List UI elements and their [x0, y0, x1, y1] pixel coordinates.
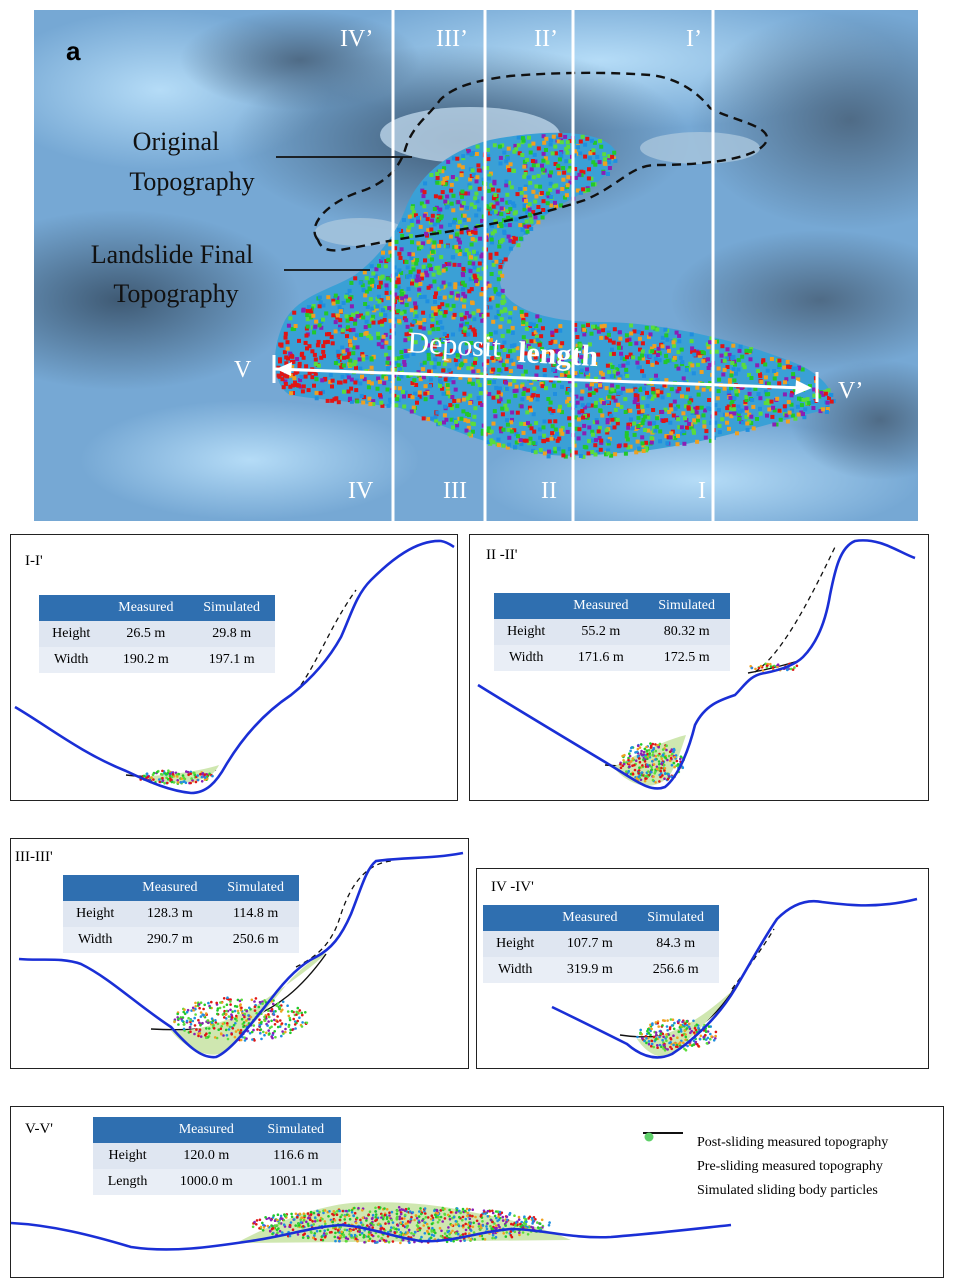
table-cell: 290.7 m	[127, 927, 213, 953]
table-cell: 171.6 m	[558, 645, 644, 671]
section-v-title: V-V'	[25, 1121, 53, 1137]
table-cell: 107.7 m	[547, 931, 633, 957]
section-v-profile	[11, 1202, 732, 1251]
table-row-label: Width	[63, 927, 128, 953]
section-iii-title: III-III'	[15, 849, 53, 865]
section-i-panel: I-I' Measured Simulated Height 26.5 m 29.8 …	[10, 534, 458, 801]
table-cell: 116.6 m	[250, 1143, 341, 1169]
section-i-profile	[14, 539, 455, 795]
table-header-blank	[494, 593, 559, 619]
section-bottom-label-iii: III	[443, 478, 467, 504]
table-header-blank	[39, 595, 104, 621]
section-bottom-label-ii: II	[541, 478, 557, 504]
table-row-label: Height	[39, 621, 104, 647]
table-header-simulated: Simulated	[632, 905, 719, 931]
legend: Post-sliding measured topography Pre-sli…	[643, 1131, 888, 1203]
table-row-label: Height	[494, 619, 559, 645]
table-cell: 1000.0 m	[162, 1169, 251, 1195]
table-row-label: Width	[483, 957, 548, 983]
table-cell: 1001.1 m	[250, 1169, 341, 1195]
section-top-label-iii: III’	[436, 26, 468, 52]
table-row-label: Height	[93, 1143, 163, 1169]
legend-item-pre: Pre-sliding measured topography	[643, 1132, 888, 1179]
table-header-blank	[63, 875, 128, 901]
v-left-label: V	[234, 357, 252, 383]
legend-label-particles: Simulated sliding body particles	[697, 1183, 878, 1198]
landslide-map: a IV’ III’ II’ I’ IV III II I V V’ Origi…	[34, 10, 918, 521]
legend-label-post: Post-sliding measured topography	[697, 1135, 889, 1150]
legend-item-particles: Simulated sliding body particles	[643, 1132, 888, 1203]
section-iii-table: Measured Simulated Height 128.3 m 114.8 m W…	[63, 875, 299, 953]
panel-label: a	[66, 36, 81, 66]
table-cell: 84.3 m	[632, 931, 719, 957]
table-row-label: Width	[39, 647, 104, 673]
section-iii-profile	[18, 851, 464, 1059]
table-cell: 128.3 m	[127, 901, 213, 927]
table-header-blank	[93, 1117, 163, 1143]
callout-original-line2: Topography	[129, 167, 254, 196]
table-header-blank	[483, 905, 548, 931]
section-iii-panel: III-III' Measured Simulated Height 128.3 m…	[10, 838, 469, 1069]
table-header-simulated: Simulated	[250, 1117, 341, 1143]
table-cell: 250.6 m	[212, 927, 299, 953]
table-cell: 190.2 m	[103, 647, 189, 673]
v-right-label: V’	[838, 378, 863, 404]
callout-final-line2: Topography	[113, 279, 238, 308]
table-cell: 55.2 m	[558, 619, 644, 645]
section-iv-title: IV -IV'	[491, 879, 534, 895]
section-ii-table: Measured Simulated Height 55.2 m 80.32 m Wi…	[494, 593, 730, 671]
table-header-measured: Measured	[547, 905, 633, 931]
section-i-title: I-I'	[25, 553, 43, 569]
section-ii-panel: II -II' Measured Simulated Height 55.2 m 80…	[469, 534, 929, 801]
legend-label-pre: Pre-sliding measured topography	[697, 1159, 883, 1174]
section-v-table: Measured Simulated Height 120.0 m 116.6 m L…	[93, 1117, 341, 1195]
section-iv-profile	[551, 897, 918, 1059]
table-header-measured: Measured	[103, 595, 189, 621]
table-header-measured: Measured	[162, 1117, 251, 1143]
callout-original-line1: Original	[133, 127, 220, 156]
table-header-simulated: Simulated	[212, 875, 299, 901]
table-cell: 256.6 m	[632, 957, 719, 983]
section-iv-table: Measured Simulated Height 107.7 m 84.3 m Wi…	[483, 905, 719, 983]
table-row-label: Width	[494, 645, 559, 671]
table-cell: 26.5 m	[103, 621, 189, 647]
table-cell: 197.1 m	[188, 647, 275, 673]
table-cell: 319.9 m	[547, 957, 633, 983]
table-cell: 172.5 m	[643, 645, 730, 671]
section-ii-title: II -II'	[486, 547, 518, 563]
section-bottom-label-iv: IV	[348, 478, 374, 504]
deposit-length-label: length	[517, 336, 599, 373]
table-header-simulated: Simulated	[188, 595, 275, 621]
section-top-label-i: I’	[686, 26, 702, 52]
section-i-table: Measured Simulated Height 26.5 m 29.8 m Wid…	[39, 595, 275, 673]
table-header-measured: Measured	[127, 875, 213, 901]
section-v-panel: V-V' Measured Simulated Height 120.0 m 116.…	[10, 1106, 944, 1278]
table-cell: 80.32 m	[643, 619, 730, 645]
callout-final-line1: Landslide Final	[91, 240, 253, 269]
section-bottom-label-i: I	[698, 478, 706, 504]
table-header-simulated: Simulated	[643, 593, 730, 619]
section-ii-profile	[477, 539, 916, 790]
table-row-label: Height	[483, 931, 548, 957]
deposit-label: Deposit	[407, 326, 503, 364]
section-top-label-ii: II’	[534, 26, 558, 52]
section-top-label-iv: IV’	[340, 26, 373, 52]
table-cell: 29.8 m	[188, 621, 275, 647]
table-row-label: Height	[63, 901, 128, 927]
original-topography-outline	[313, 71, 769, 252]
table-row-label: Length	[93, 1169, 163, 1195]
table-header-measured: Measured	[558, 593, 644, 619]
table-cell: 114.8 m	[212, 901, 299, 927]
table-cell: 120.0 m	[162, 1143, 251, 1169]
